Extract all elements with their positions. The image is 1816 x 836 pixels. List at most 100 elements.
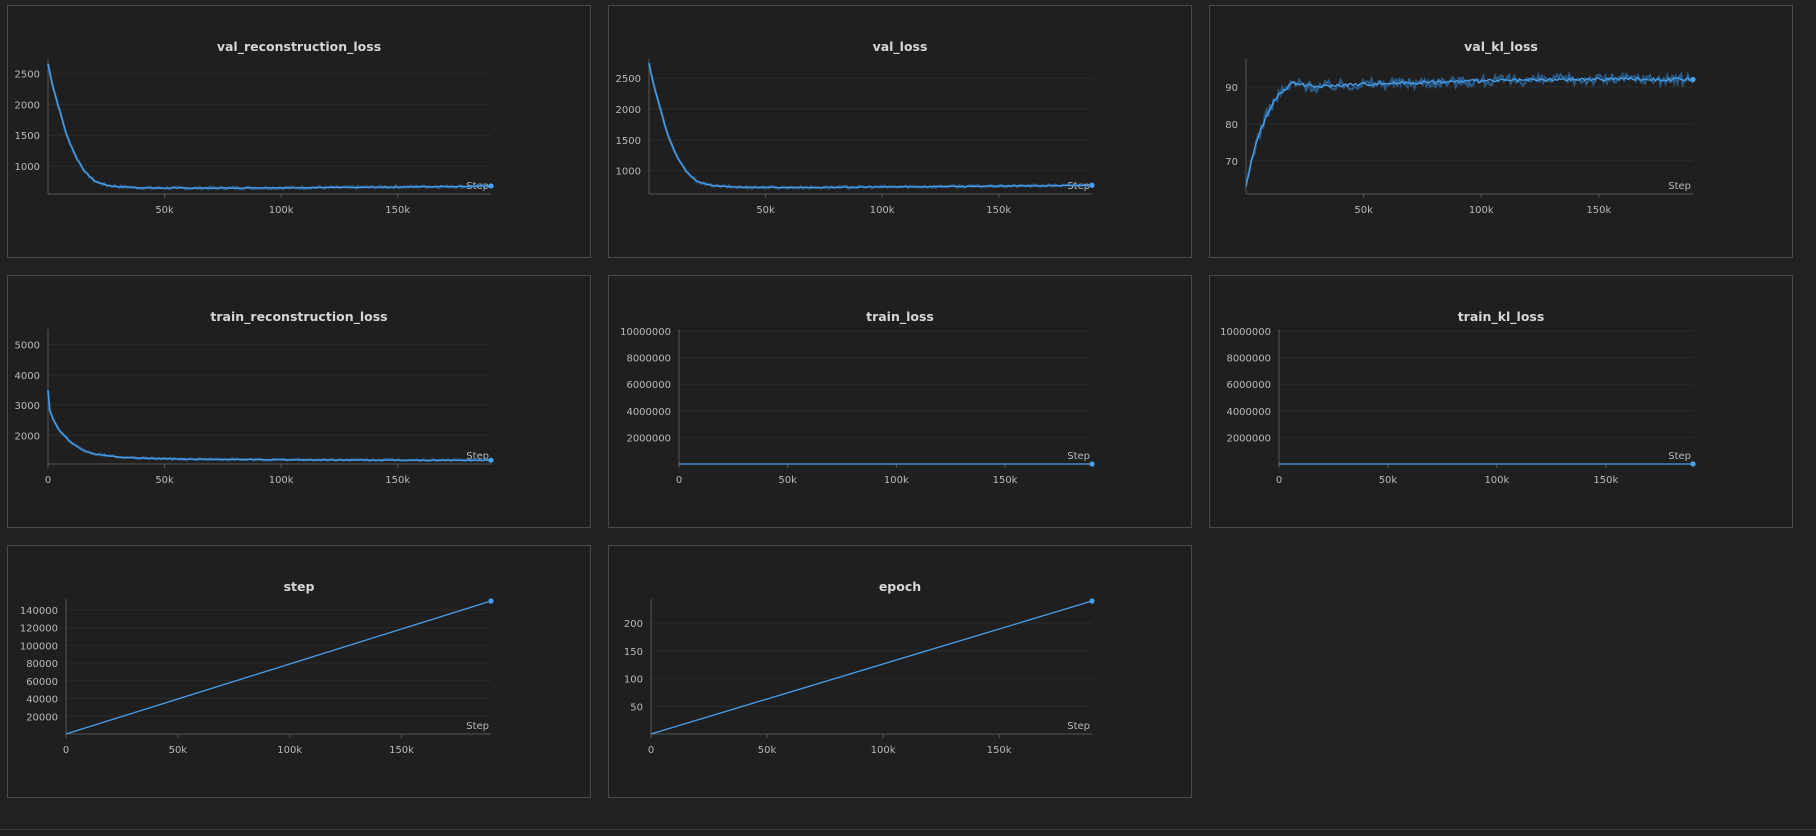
y-tick-label: 80	[1225, 120, 1238, 131]
series-end-marker	[488, 457, 494, 463]
series-line	[47, 63, 492, 190]
chart-panel-val-loss[interactable]: val_loss 1000 1500 2000 2500 50k 100k 150k Step	[608, 5, 1192, 258]
y-tick-label: 1000	[616, 167, 641, 178]
chart-panel-train-reconstruction-loss[interactable]: train_reconstruction_loss 2000 3000 4000 50…	[7, 275, 591, 528]
y-tick-label: 1500	[15, 131, 40, 142]
x-axis-label: Step	[1668, 181, 1691, 192]
x-tick-label: 50k	[155, 475, 174, 486]
x-tick-label: 150k	[987, 745, 1012, 756]
chart-panel-epoch[interactable]: epoch 50 100 150 200 0 50k 100k 150k Step	[608, 545, 1192, 798]
y-tick-label: 5000	[15, 341, 40, 352]
chart-svg-train-kl-loss: 2000000 4000000 6000000 8000000 10000000 0 50k…	[1220, 327, 1696, 486]
series-band	[1244, 70, 1695, 183]
x-tick-label: 0	[45, 475, 51, 486]
y-tick-label: 2000	[616, 105, 641, 116]
series-end-marker	[1690, 76, 1696, 83]
chart-title: step	[283, 579, 315, 594]
x-tick-label: 50k	[169, 745, 188, 756]
x-tick-label: 150k	[1593, 475, 1618, 486]
y-tick-label: 140000	[20, 606, 58, 617]
chart-panel-val-reconstruction-loss[interactable]: val_reconstruction_loss 1000 1500 2000 2500…	[7, 5, 591, 258]
chart-panel-step[interactable]: step 20000 40000 60000 80000 100000 120000 140…	[7, 545, 591, 798]
x-axis-label: Step	[1067, 721, 1090, 732]
chart-title: val_kl_loss	[1464, 39, 1538, 54]
x-tick-label: 50k	[155, 205, 174, 216]
y-tick-label: 120000	[20, 624, 58, 635]
chart-svg-train-loss: 2000000 4000000 6000000 8000000 10000000 0 50k…	[620, 327, 1095, 486]
series-band	[647, 62, 1093, 191]
x-tick-label: 50k	[778, 475, 797, 486]
chart-svg-val-kl-loss: 70 80 90 50k 100k 150k Step	[1225, 59, 1696, 216]
x-tick-label: 50k	[1379, 475, 1398, 486]
chart-panel-val-kl-loss[interactable]: val_kl_loss 70 80 90 50k 100k 150k Step	[1209, 5, 1793, 258]
x-tick-label: 100k	[1484, 475, 1509, 486]
x-tick-label: 50k	[756, 205, 775, 216]
x-tick-label: 50k	[1354, 205, 1373, 216]
series-end-marker	[1089, 598, 1095, 604]
chart-title: epoch	[878, 579, 922, 594]
y-tick-label: 8000000	[626, 354, 671, 365]
y-tick-label: 2000	[15, 100, 40, 111]
y-tick-label: 60000	[26, 677, 58, 688]
y-tick-label: 20000	[26, 712, 58, 723]
chart-svg-train-reconstruction-loss: 2000 3000 4000 5000 0 50k 100k 150k Step	[15, 329, 494, 486]
series-line	[1245, 76, 1694, 187]
bottom-divider	[0, 829, 1816, 830]
x-tick-label: 100k	[884, 475, 909, 486]
x-tick-label: 100k	[277, 745, 302, 756]
x-tick-label: 0	[648, 745, 654, 756]
chart-title: val_reconstruction_loss	[216, 39, 382, 54]
x-tick-label: 150k	[385, 205, 410, 216]
x-tick-label: 100k	[870, 205, 895, 216]
chart-panel-train-kl-loss[interactable]: train_kl_loss 2000000 4000000 6000000 80000…	[1209, 275, 1793, 528]
chart-svg-epoch: 50 100 150 200 0 50k 100k 150k Step	[624, 598, 1095, 756]
y-tick-label: 90	[1225, 83, 1238, 94]
y-tick-label: 2000000	[1226, 433, 1271, 444]
x-tick-label: 100k	[269, 475, 294, 486]
y-tick-label: 100	[624, 675, 643, 686]
series-end-marker	[1089, 461, 1095, 467]
y-tick-label: 2500	[15, 69, 40, 80]
y-tick-label: 200	[624, 619, 643, 630]
x-tick-label: 0	[676, 475, 682, 486]
x-tick-label: 150k	[993, 475, 1018, 486]
y-tick-label: 6000000	[1226, 380, 1271, 391]
x-tick-label: 150k	[1586, 205, 1611, 216]
x-tick-label: 0	[63, 745, 69, 756]
chart-svg-step: 20000 40000 60000 80000 100000 120000 140000 0 5…	[20, 598, 494, 756]
y-tick-label: 4000000	[1226, 407, 1271, 418]
y-tick-label: 2500	[616, 74, 641, 85]
x-tick-label: 150k	[385, 475, 410, 486]
chart-title: train_kl_loss	[1457, 309, 1545, 324]
x-tick-label: 0	[1276, 475, 1282, 486]
y-tick-label: 40000	[26, 695, 58, 706]
chart-panel-train-loss[interactable]: train_loss 2000000 4000000 6000000 8000000 1…	[608, 275, 1192, 528]
series-band	[46, 390, 492, 463]
x-tick-label: 150k	[389, 745, 414, 756]
chart-title: train_reconstruction_loss	[210, 309, 388, 324]
y-tick-label: 3000	[15, 401, 40, 412]
y-tick-label: 4000000	[626, 407, 671, 418]
x-axis-label: Step	[1668, 451, 1691, 462]
x-tick-label: 150k	[986, 205, 1011, 216]
y-tick-label: 2000000	[626, 433, 671, 444]
y-tick-label: 150	[624, 647, 643, 658]
series-band	[46, 63, 492, 191]
x-axis-label: Step	[466, 451, 489, 462]
y-tick-label: 1000	[15, 162, 40, 173]
y-tick-label: 50	[630, 702, 643, 713]
y-tick-label: 100000	[20, 641, 58, 652]
x-tick-label: 100k	[269, 205, 294, 216]
y-tick-label: 6000000	[626, 380, 671, 391]
series-end-marker	[488, 598, 494, 604]
chart-title: val_loss	[872, 39, 928, 54]
x-tick-label: 50k	[758, 745, 777, 756]
x-axis-label: Step	[466, 721, 489, 732]
y-tick-label: 2000	[15, 431, 40, 442]
series-end-marker	[1089, 182, 1095, 188]
y-tick-label: 1500	[616, 136, 641, 147]
series-line	[648, 63, 1093, 189]
x-tick-label: 100k	[1469, 205, 1494, 216]
